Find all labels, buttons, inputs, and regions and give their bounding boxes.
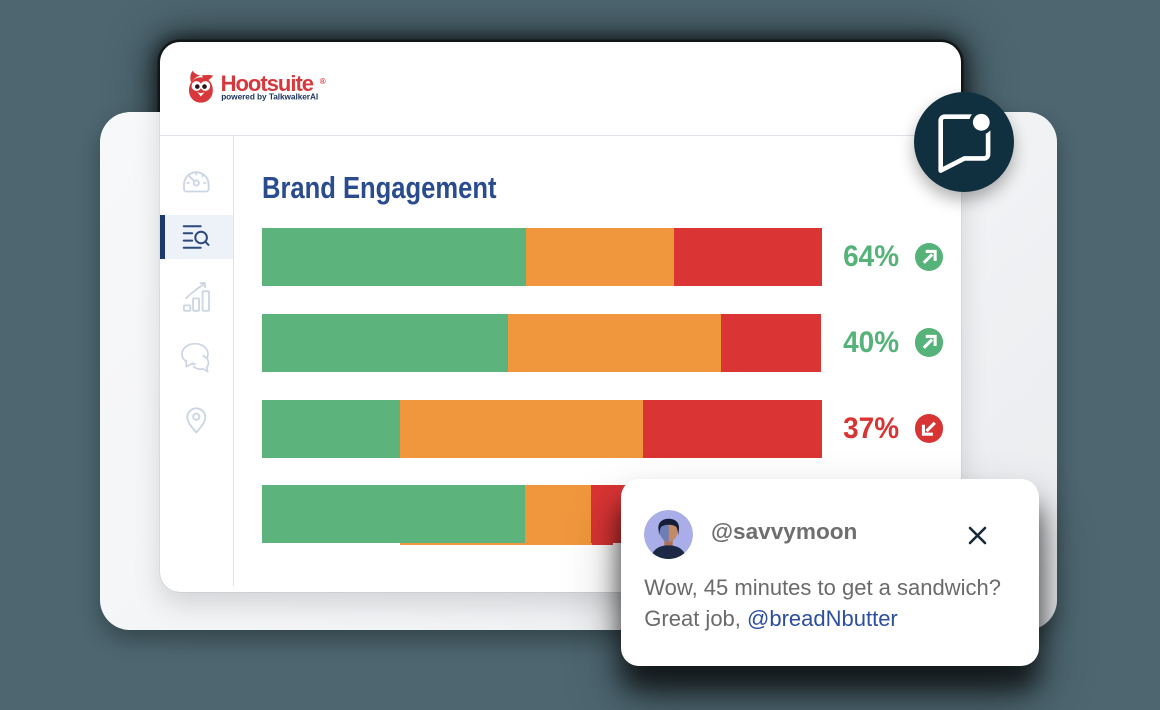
svg-text:powered by TalkwalkerAI: powered by TalkwalkerAI: [221, 92, 318, 102]
svg-text:Hootsuite: Hootsuite: [221, 71, 314, 96]
svg-text:®: ®: [320, 77, 326, 86]
